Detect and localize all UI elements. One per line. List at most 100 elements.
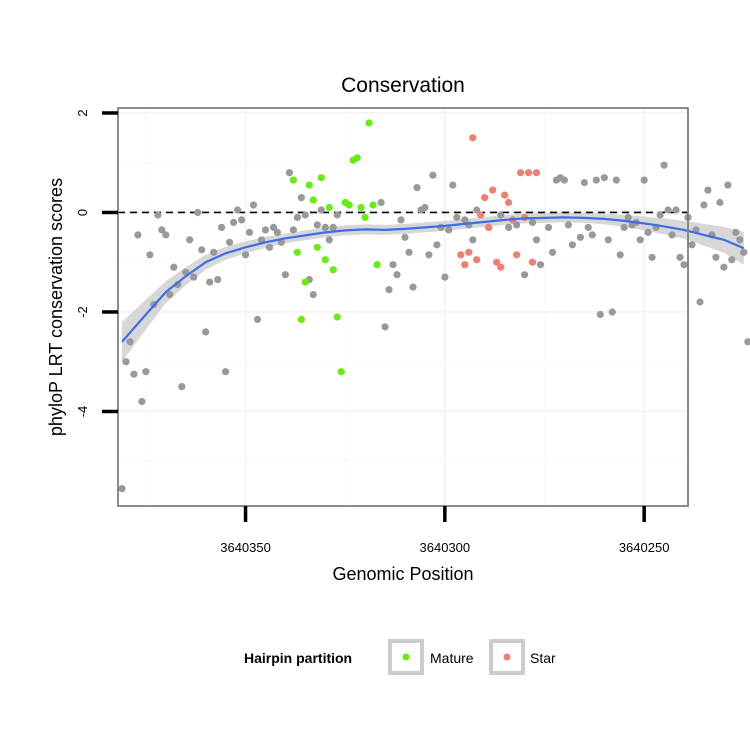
point-other	[532, 236, 541, 244]
y-tick-label: -4	[75, 406, 90, 418]
point-other	[238, 216, 246, 224]
point-other	[170, 263, 178, 271]
point-other	[269, 223, 278, 231]
point-mature	[321, 256, 329, 264]
point-other	[297, 194, 305, 202]
point-other	[158, 226, 166, 234]
point-mature	[317, 174, 325, 182]
point-mature	[305, 181, 313, 189]
point-other	[664, 206, 672, 214]
y-axis: 2 0 -2 -4	[75, 109, 118, 417]
point-other	[285, 169, 293, 177]
x-tick-label: 3640350	[220, 540, 271, 555]
point-other	[429, 171, 437, 179]
point-other	[704, 186, 712, 194]
point-mature	[345, 201, 353, 209]
point-mature	[309, 196, 317, 204]
point-other	[265, 243, 274, 251]
x-tick-label: 3640300	[420, 540, 471, 555]
point-other	[445, 226, 453, 234]
point-other	[680, 261, 688, 269]
point-star	[489, 186, 497, 194]
point-other	[214, 276, 222, 284]
point-mature	[357, 203, 365, 212]
point-other	[198, 246, 206, 254]
point-other	[636, 236, 644, 244]
x-tick-label: 3640250	[619, 540, 670, 555]
point-other	[226, 238, 234, 246]
point-star	[505, 198, 513, 207]
point-other	[473, 206, 481, 214]
point-other	[425, 251, 433, 259]
point-other	[293, 213, 301, 221]
point-other	[620, 223, 628, 231]
point-other	[118, 485, 126, 493]
point-other	[648, 253, 656, 261]
confidence-band	[122, 212, 744, 362]
x-axis-title: Genomic Position	[332, 564, 473, 584]
legend-label-star: Star	[530, 650, 556, 666]
point-other	[461, 216, 469, 224]
point-other	[548, 248, 557, 256]
point-other	[162, 231, 170, 239]
point-other	[146, 251, 154, 259]
point-other	[712, 253, 720, 261]
point-other	[190, 273, 198, 281]
point-other	[421, 203, 429, 212]
point-mature	[361, 213, 369, 221]
point-other	[732, 228, 740, 236]
point-other	[281, 271, 289, 279]
point-other	[261, 226, 270, 234]
point-other	[608, 308, 616, 316]
point-other	[245, 228, 254, 236]
point-other	[688, 241, 696, 249]
loess-smooth-line	[121, 216, 745, 343]
point-other	[289, 226, 297, 234]
point-other	[696, 298, 704, 306]
point-other	[720, 263, 728, 271]
point-star	[525, 169, 533, 177]
point-other	[301, 211, 309, 219]
point-other	[142, 368, 150, 376]
point-other	[230, 218, 238, 226]
point-other	[736, 236, 744, 244]
point-mature	[353, 154, 361, 162]
point-star	[513, 251, 521, 259]
point-mature	[297, 315, 305, 323]
point-other	[397, 216, 405, 224]
point-other	[321, 223, 329, 231]
point-other	[186, 236, 194, 244]
point-other	[584, 223, 592, 231]
point-star	[477, 211, 485, 219]
point-other	[178, 383, 186, 391]
point-star	[528, 258, 537, 266]
point-mature	[293, 248, 301, 256]
point-star	[517, 169, 525, 177]
point-other	[393, 271, 401, 279]
point-other	[257, 236, 266, 244]
point-other	[592, 176, 600, 184]
point-mature	[313, 243, 321, 251]
legend-key-star	[489, 639, 525, 675]
point-other	[521, 271, 529, 279]
point-other	[656, 211, 664, 219]
point-other	[329, 223, 337, 231]
point-other	[513, 221, 521, 229]
plot-border	[117, 107, 689, 507]
legend-title: Hairpin partition	[244, 650, 352, 666]
point-mature	[337, 368, 345, 376]
point-other	[166, 291, 174, 299]
point-other	[385, 286, 393, 294]
legend-key-mature	[388, 639, 424, 675]
point-mature	[301, 278, 309, 286]
point-other	[242, 251, 250, 259]
point-other	[576, 233, 585, 241]
point-other	[313, 221, 321, 229]
point-star	[493, 258, 501, 266]
point-other	[441, 273, 449, 281]
chart-title: Conservation	[341, 74, 465, 97]
y-tick-label: 0	[75, 209, 90, 216]
point-other	[505, 223, 513, 231]
point-other	[544, 223, 553, 231]
